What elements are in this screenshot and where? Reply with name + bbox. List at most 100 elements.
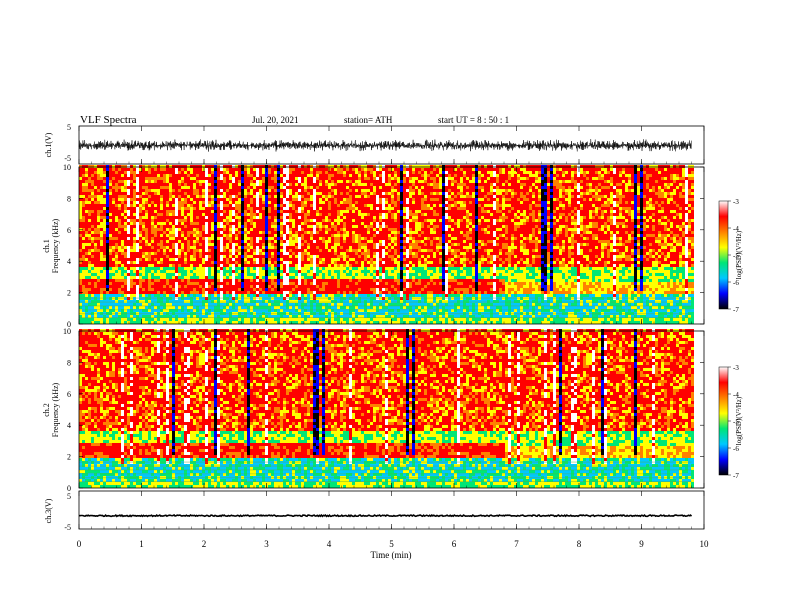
spectrogram-cell [124, 279, 127, 282]
spectrogram-cell [127, 198, 130, 201]
spectrogram-cell [313, 246, 316, 249]
spectrogram-cell [211, 255, 214, 258]
spectrogram-cell [202, 213, 205, 216]
spectrogram-cell [154, 291, 157, 294]
spectrogram-cell [193, 213, 196, 216]
spectrogram-cell [82, 243, 85, 246]
spectrogram-cell [118, 231, 121, 234]
spectrogram-cell [148, 174, 151, 177]
spectrogram-cell [118, 189, 121, 192]
spectrogram-cell [283, 255, 286, 258]
spectrogram-cell [136, 258, 139, 261]
spectrogram-cell [283, 207, 286, 210]
spectrogram-cell [355, 234, 358, 237]
spectrogram-cell [232, 234, 235, 237]
spectrogram-cell [340, 300, 343, 303]
spectrogram-cell [271, 168, 274, 171]
spectrogram-cell [193, 303, 196, 306]
spectrogram-cell [163, 255, 166, 258]
spectrogram-cell [145, 225, 148, 228]
spectrogram-cell [82, 300, 85, 303]
spectrogram-cell [322, 273, 325, 276]
spectrogram-cell [127, 219, 130, 222]
spectrogram-cell [256, 222, 259, 225]
spectrogram-cell [196, 189, 199, 192]
spectrogram-cell [343, 234, 346, 237]
spectrogram-cell [277, 213, 280, 216]
spectrogram-cell [82, 204, 85, 207]
spectrogram-cell [256, 201, 259, 204]
spectrogram-cell [277, 177, 280, 180]
spectrogram-cell [241, 180, 244, 183]
spectrogram-cell [112, 309, 115, 312]
spectrogram-cell [331, 228, 334, 231]
spectrogram-cell [355, 219, 358, 222]
spectrogram-cell [286, 192, 289, 195]
spectrogram-cell [178, 282, 181, 285]
spectrogram-cell [241, 285, 244, 288]
spectrogram-cell [127, 177, 130, 180]
spectrogram-cell [82, 177, 85, 180]
spectrogram-cell [175, 255, 178, 258]
spectrogram-cell [355, 210, 358, 213]
spectrogram-cell [265, 300, 268, 303]
spectrogram-cell [151, 192, 154, 195]
spectrogram-cell [310, 174, 313, 177]
spectrogram-cell [235, 201, 238, 204]
spectrogram-cell [310, 291, 313, 294]
spectrogram-cell [145, 183, 148, 186]
spectrogram-cell [145, 309, 148, 312]
spectrogram-cell [283, 165, 286, 168]
spectrogram-cell [220, 219, 223, 222]
spectrogram-cell [88, 222, 91, 225]
spectrogram-cell [172, 297, 175, 300]
spectrogram-cell [100, 258, 103, 261]
spectrogram-cell [166, 207, 169, 210]
spectrogram-cell [316, 246, 319, 249]
spectrogram-cell [106, 321, 109, 324]
spectrogram-cell [328, 297, 331, 300]
spectrogram-cell [271, 228, 274, 231]
spectrogram-cell [205, 234, 208, 237]
spectrogram-cell [226, 300, 229, 303]
spectrogram-cell [280, 249, 283, 252]
spectrogram-cell [298, 186, 301, 189]
spectrogram-cell [268, 171, 271, 174]
spectrogram-cell [358, 249, 361, 252]
spectrogram-cell [313, 243, 316, 246]
spectrogram-cell [322, 225, 325, 228]
spectrogram-cell [358, 306, 361, 309]
spectrogram-cell [214, 243, 217, 246]
spectrogram-cell [310, 321, 313, 324]
spectrogram-cell [241, 228, 244, 231]
spectrogram-cell [220, 258, 223, 261]
spectrogram-cell [103, 195, 106, 198]
spectrogram-cell [316, 306, 319, 309]
spectrogram-cell [304, 168, 307, 171]
spectrogram-cell [175, 297, 178, 300]
spectrogram-cell [235, 183, 238, 186]
spectrogram-cell [79, 216, 82, 219]
spectrogram-cell [193, 207, 196, 210]
spectrogram-cell [100, 195, 103, 198]
spectrogram-cell [298, 213, 301, 216]
spectrogram-cell [202, 270, 205, 273]
spectrogram-cell [358, 309, 361, 312]
spectrogram-cell [91, 246, 94, 249]
spectrogram-cell [283, 291, 286, 294]
spectrogram-cell [343, 210, 346, 213]
spectrogram-cell [133, 246, 136, 249]
spectrogram-cell [214, 204, 217, 207]
spectrogram-cell [190, 189, 193, 192]
spectrogram-cell [232, 273, 235, 276]
spectrogram-cell [331, 300, 334, 303]
spectrogram-cell [226, 246, 229, 249]
spectrogram-cell [235, 300, 238, 303]
spectrogram-cell [214, 249, 217, 252]
spectrogram-cell [94, 228, 97, 231]
spectrogram-cell [166, 225, 169, 228]
spectrogram-cell [262, 237, 265, 240]
spectrogram-cell [139, 228, 142, 231]
spectrogram-cell [349, 300, 352, 303]
spectrogram-cell [349, 219, 352, 222]
